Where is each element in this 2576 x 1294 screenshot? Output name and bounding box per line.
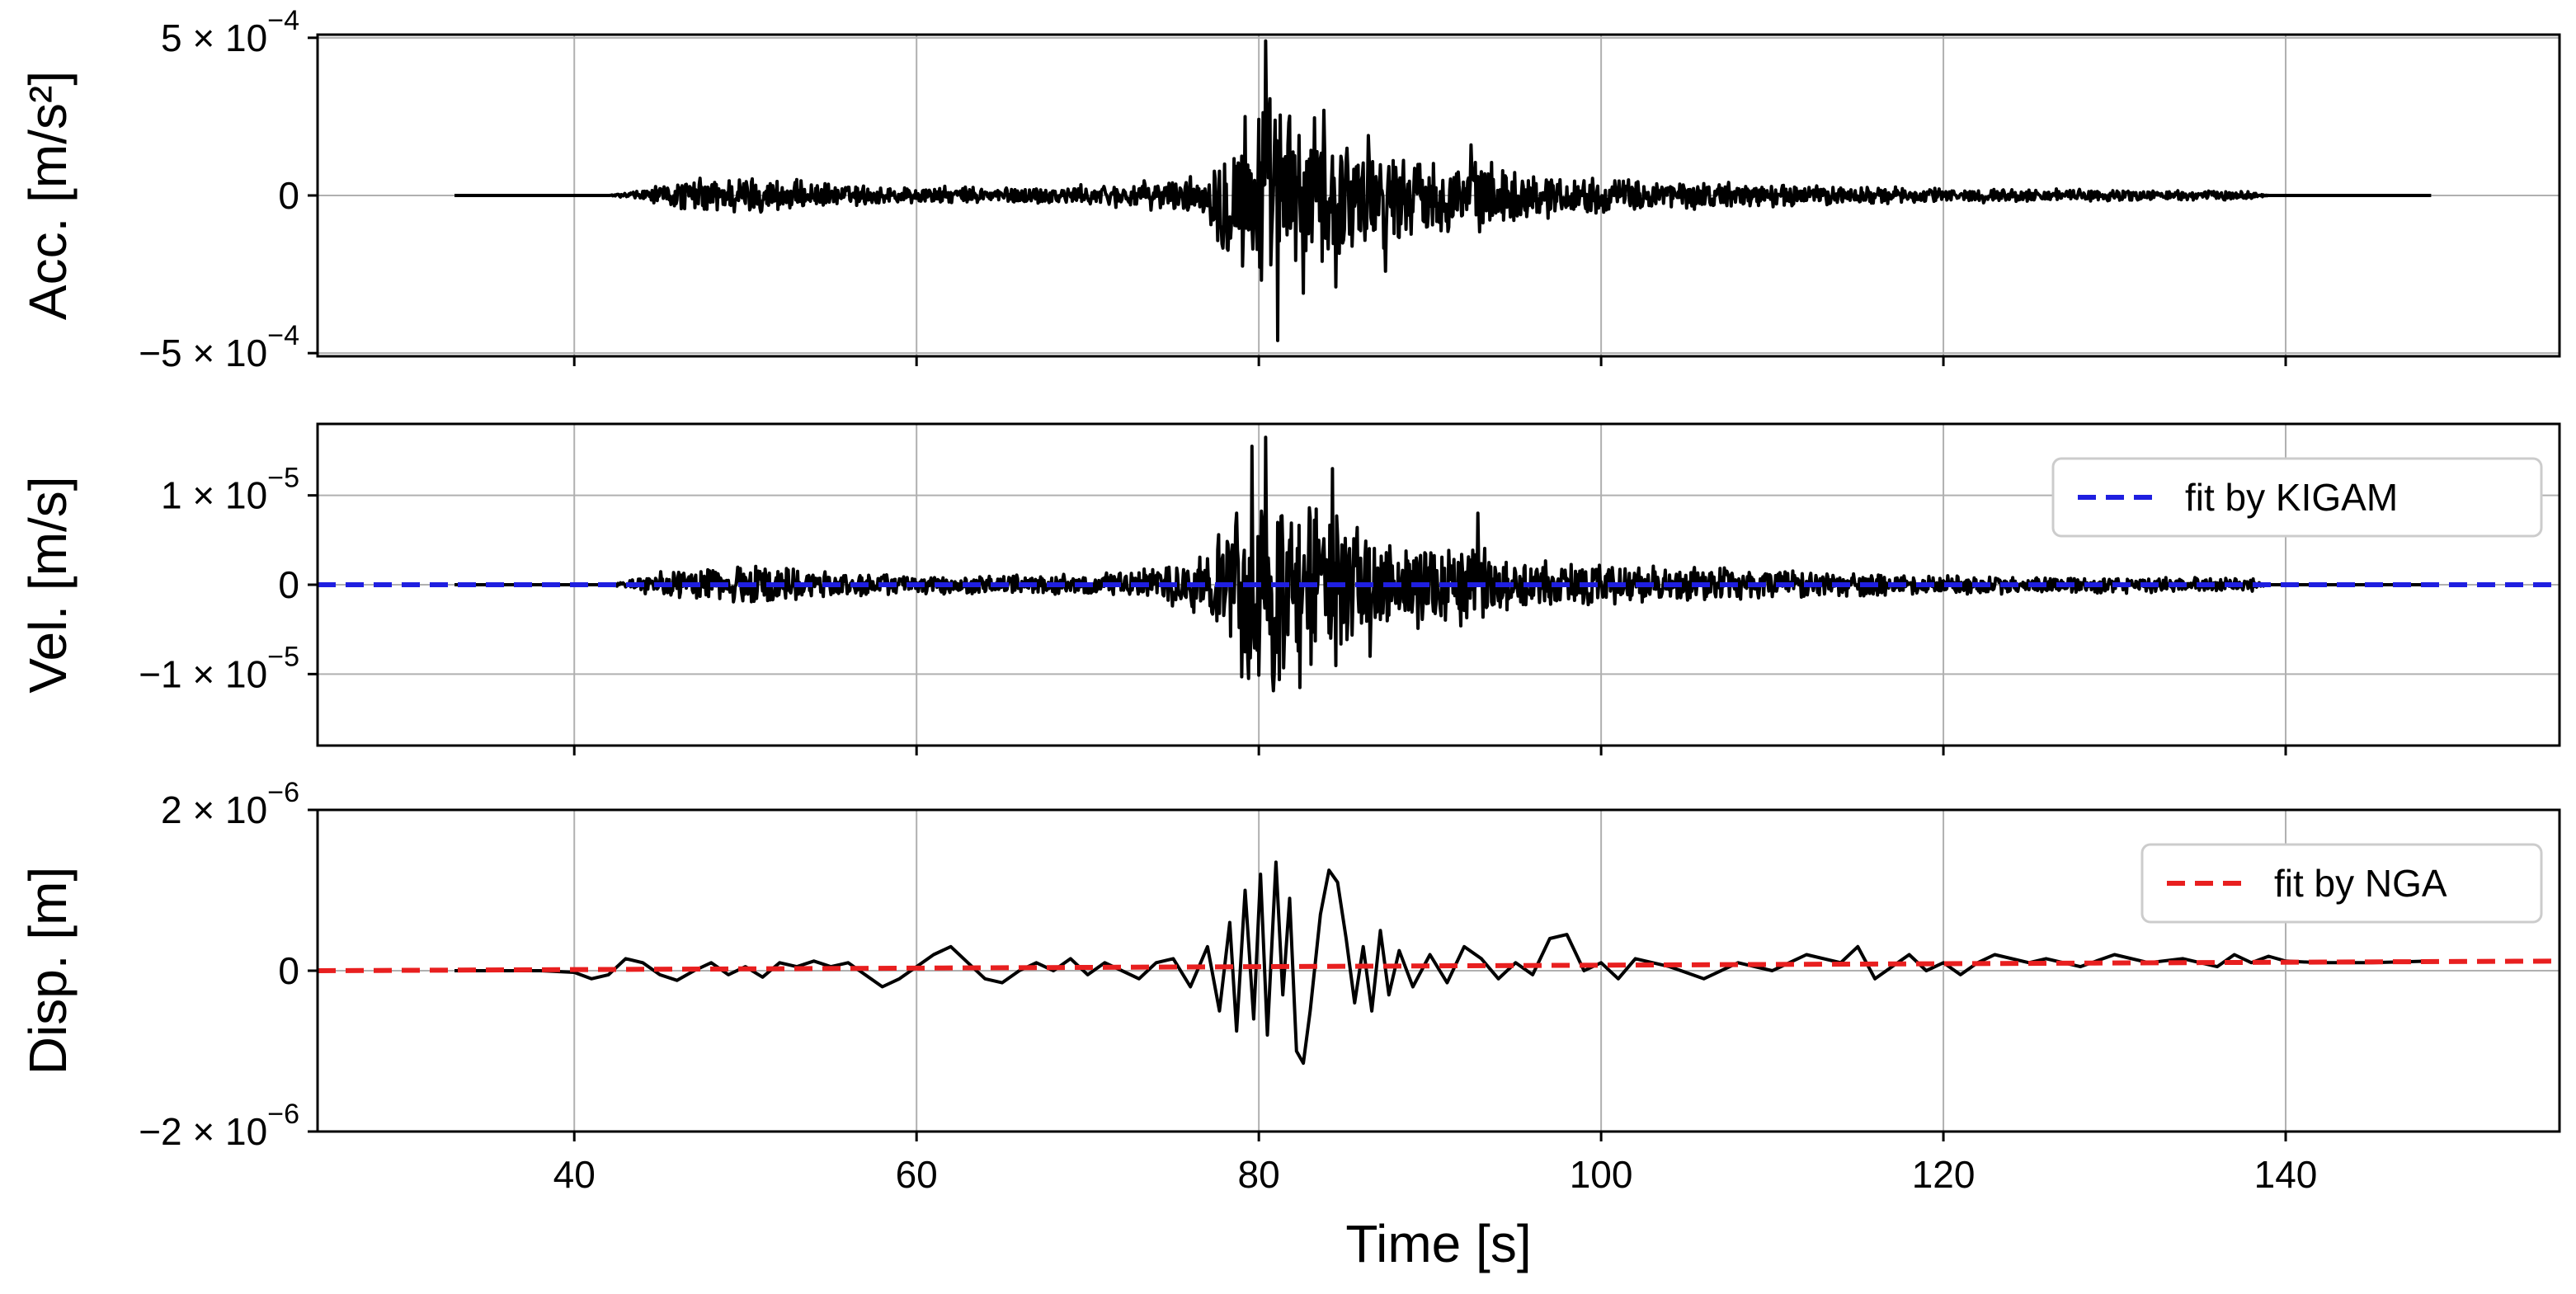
disp-y-tick-base: 0	[278, 949, 299, 992]
disp-legend: fit by NGA	[2140, 843, 2543, 924]
disp-legend-box	[2140, 843, 2543, 924]
vel-y-tick-base: −1 × 10	[139, 652, 267, 695]
acc-y-tick-exponent: −4	[267, 320, 299, 351]
vel-y-tick-exponent: −5	[267, 463, 299, 494]
vel-y-tick-exponent: −5	[267, 641, 299, 672]
disp-y-tick-exponent: −6	[267, 1099, 299, 1130]
x-tick-label: 40	[553, 1153, 596, 1196]
x-tick-label: 60	[896, 1153, 938, 1196]
vel-y-tick-base: 1 × 10	[161, 474, 267, 517]
disp-y-tick-label: −2 × 10−6	[139, 1099, 299, 1153]
x-axis-ticks: 40 60 80 100 120 140	[553, 1153, 2318, 1196]
acc-y-tick-label: −5 × 10−4	[139, 320, 299, 374]
acc-y-tick-exponent: −4	[267, 5, 299, 36]
vel-trace	[454, 435, 2432, 693]
x-axis-title: Time [s]	[1345, 1214, 1531, 1273]
acc-y-tick-base: −5 × 10	[139, 332, 267, 374]
disp-y-tick-label: 0	[278, 949, 299, 992]
disp-y-tick-exponent: −6	[267, 777, 299, 808]
disp-fit-line	[318, 958, 2560, 973]
x-tick-label: 140	[2254, 1153, 2318, 1196]
acc-y-tick-base: 5 × 10	[161, 16, 267, 59]
disp-y-tick-base: 2 × 10	[161, 788, 267, 831]
vel-legend-box	[2051, 457, 2543, 538]
vel-y-tick-base: 0	[278, 563, 299, 606]
acc-trace	[454, 39, 2432, 342]
vel-y-tick-label: −1 × 10−5	[139, 641, 299, 695]
acc-y-axis-title: Acc. [m/s²]	[18, 71, 78, 320]
disp-trace	[454, 860, 2432, 1066]
disp-y-tick-base: −2 × 10	[139, 1110, 267, 1153]
acc-y-tick-label: 5 × 10−4	[161, 5, 299, 59]
disp-y-axis-title: Disp. [m]	[18, 867, 78, 1075]
vel-y-tick-label: 0	[278, 563, 299, 606]
vel-legend: fit by KIGAM	[2051, 457, 2543, 538]
disp-y-tick-label: 2 × 10−6	[161, 777, 299, 831]
disp-legend-label: fit by NGA	[2274, 862, 2447, 905]
x-tick-label: 120	[1912, 1153, 1976, 1196]
vel-y-axis-title: Vel. [m/s]	[18, 476, 78, 693]
acc-y-tick-label: 0	[278, 174, 299, 217]
vel-legend-label: fit by KIGAM	[2185, 476, 2398, 519]
vel-y-tick-label: 1 × 10−5	[161, 463, 299, 517]
acc-y-tick-base: 0	[278, 174, 299, 217]
x-tick-label: 80	[1238, 1153, 1280, 1196]
x-tick-label: 100	[1570, 1153, 1633, 1196]
